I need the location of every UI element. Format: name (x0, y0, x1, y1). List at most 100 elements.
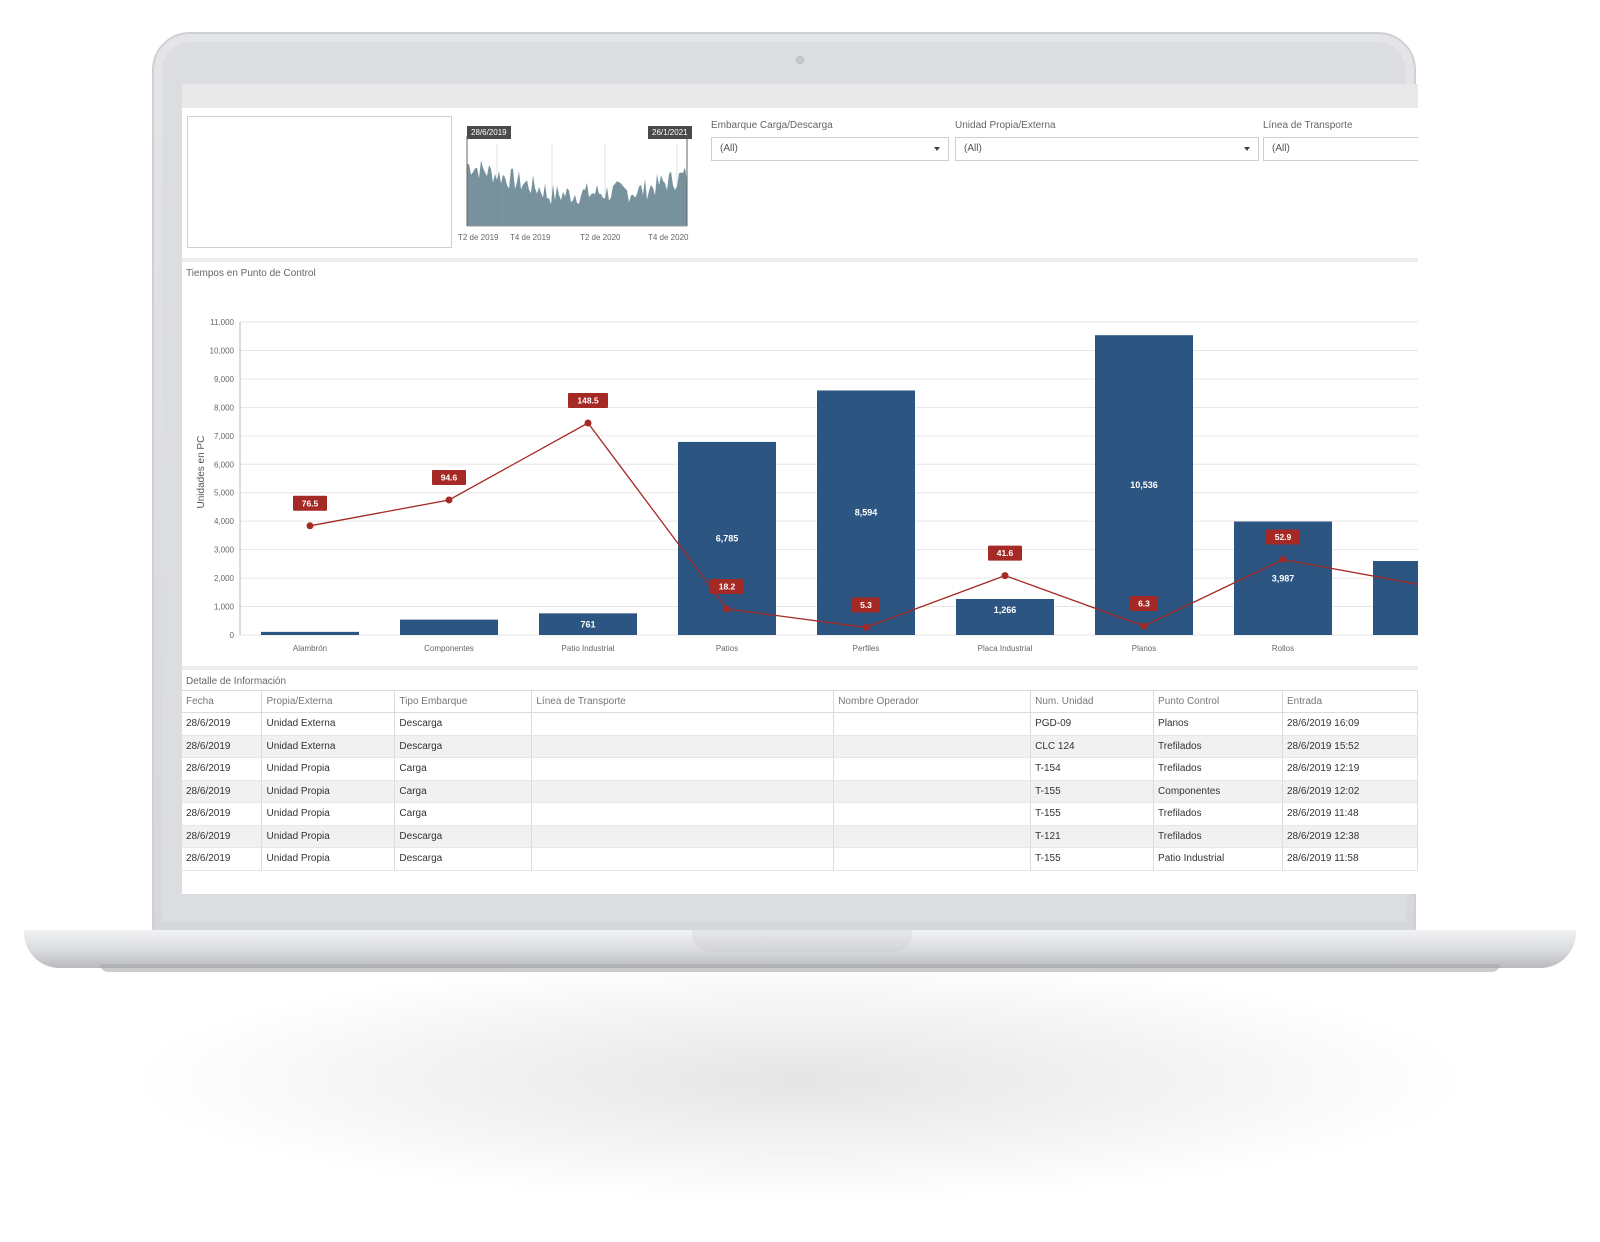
table-cell: T-155 (1030, 802, 1155, 826)
table-cell: Carga (394, 780, 533, 803)
column-header[interactable]: Línea de Transporte (531, 690, 835, 713)
date-range-timeline[interactable]: T2 de 2019 T4 de 2019 T2 de 2020 T4 de 2020… (452, 114, 702, 254)
x-tick-label: Rollos (1272, 644, 1294, 653)
y-tick-label: 0 (230, 631, 235, 640)
column-header[interactable]: Fecha (182, 690, 263, 713)
table-row[interactable]: 28/6/2019 Unidad Externa Descarga CLC 124 Tr… (182, 735, 1418, 758)
table-cell: 28/6/2019 (182, 735, 263, 758)
laptop-base-edge (100, 964, 1500, 972)
table-cell: Unidad Propia (261, 847, 396, 871)
table-cell: 28/6/2019 (182, 712, 263, 736)
table-cell: 28/6/2019 15:52 (1282, 735, 1418, 758)
line-point (723, 605, 731, 613)
filter-unidad-label: Unidad Propia/Externa (955, 120, 1056, 131)
bar-perfiles (817, 390, 915, 635)
filter-linea-select[interactable]: (All) (1263, 137, 1418, 161)
table-row[interactable]: 28/6/2019 Unidad Propia Carga T-154 Trefilad… (182, 757, 1418, 781)
table-cell (833, 757, 1032, 781)
line-data-label: 94.6 (441, 472, 458, 482)
table-cell: Descarga (394, 712, 533, 736)
table-cell: Unidad Propia (261, 802, 396, 826)
table-row[interactable]: 28/6/2019 Unidad Propia Carga T-155 Componen… (182, 780, 1418, 803)
column-header[interactable]: Nombre Operador (833, 690, 1032, 713)
line-label-box (1266, 529, 1300, 545)
table-cell: 28/6/2019 (182, 847, 263, 871)
date-start-badge[interactable]: 28/6/2019 (467, 126, 511, 139)
table-cell (531, 735, 835, 758)
bar-alambrón (261, 631, 359, 635)
y-tick-label: 11,000 (210, 318, 234, 327)
bar-planos (1095, 335, 1193, 635)
table-cell: Descarga (394, 735, 533, 758)
table-cell: T-154 (1030, 757, 1155, 781)
table-cell: 28/6/2019 11:58 (1282, 847, 1418, 871)
bar-placa-industrial (956, 598, 1054, 635)
line-point (1140, 622, 1148, 630)
column-header[interactable]: Punto Control (1153, 690, 1283, 713)
y-tick-label: 8,000 (214, 403, 235, 412)
column-header[interactable]: Entrada (1282, 690, 1418, 713)
table-panel: Detalle de Información Fecha Propia/Exter… (182, 670, 1418, 894)
table-cell: PGD-09 (1030, 712, 1155, 736)
table-cell: Unidad Externa (261, 735, 396, 758)
table-row[interactable]: 28/6/2019 Unidad Propia Descarga T-155 Patio… (182, 847, 1418, 871)
x-tick-label: Perfiles (853, 644, 880, 653)
laptop-opening-notch (692, 930, 912, 952)
table-cell: 28/6/2019 (182, 802, 263, 826)
chart-panel-title: Tiempos en Punto de Control (186, 268, 316, 279)
filter-linea-label: Línea de Transporte (1263, 120, 1353, 131)
table-cell (833, 802, 1032, 826)
table-cell: Carga (394, 757, 533, 781)
table-cell (531, 780, 835, 803)
table-cell: Descarga (394, 825, 533, 848)
line-label-box (852, 597, 880, 613)
x-tick-label: Componentes (424, 644, 474, 653)
table-row[interactable]: 28/6/2019 Unidad Propia Carga T-155 Trefilad… (182, 802, 1418, 826)
table-cell: 28/6/2019 16:09 (1282, 712, 1418, 736)
table-row[interactable]: 28/6/2019 Unidad Externa Descarga PGD-09 Pla… (182, 712, 1418, 736)
chevron-down-icon (934, 147, 940, 151)
y-tick-label: 9,000 (214, 375, 235, 384)
y-tick-label: 7,000 (214, 432, 235, 441)
table-cell: Trefilados (1153, 757, 1283, 781)
table-cell: Unidad Externa (261, 712, 396, 736)
filter-embarque: Embarque Carga/Descarga (All) (711, 120, 949, 161)
line-point (584, 419, 592, 427)
bar-data-label: 10,536 (1130, 480, 1158, 490)
table-cell: 28/6/2019 (182, 757, 263, 781)
timeline-tick-label: T2 de 2019 (458, 233, 499, 242)
x-tick-label: Patio Industrial (562, 644, 615, 653)
y-tick-label: 1,000 (214, 603, 235, 612)
timeline-area (467, 160, 687, 226)
bar-data-label: 8,594 (855, 508, 878, 518)
date-end-badge[interactable]: 26/1/2021 (648, 126, 692, 139)
table-cell: T-155 (1030, 847, 1155, 871)
table-cell: 28/6/2019 11:48 (1282, 802, 1418, 826)
y-tick-label: 6,000 (214, 460, 235, 469)
table-cell: CLC 124 (1030, 735, 1155, 758)
table-cell (833, 825, 1032, 848)
detail-table: Fecha Propia/Externa Tipo Embarque Línea de… (182, 690, 1418, 871)
bar-data-label: 3,987 (1272, 573, 1295, 583)
bar-componentes (400, 619, 498, 635)
column-header[interactable]: Num. Unidad (1030, 690, 1155, 713)
filter-unidad-select[interactable]: (All) (955, 137, 1259, 161)
filter-embarque-select[interactable]: (All) (711, 137, 949, 161)
column-header[interactable]: Propia/Externa (261, 690, 396, 713)
floor-shadow (140, 960, 1460, 1200)
line-data-label: 5.3 (860, 600, 872, 610)
table-cell (833, 735, 1032, 758)
column-header[interactable]: Tipo Embarque (394, 690, 533, 713)
line-label-box (710, 579, 744, 595)
combo-chart: Unidades en PC 0 1,000 2,000 3,000 4,000 5,000… (196, 318, 1418, 653)
table-row[interactable]: 28/6/2019 Unidad Propia Descarga T-121 Trefi… (182, 825, 1418, 848)
table-panel-title: Detalle de Información (186, 676, 287, 687)
line-point (862, 623, 870, 631)
bar-data-label: 6,785 (716, 533, 739, 543)
line-point (445, 496, 453, 504)
table-cell (833, 780, 1032, 803)
timeline-tick-label: T4 de 2020 (648, 233, 689, 242)
table-cell (531, 802, 835, 826)
line-data-label: 41.6 (997, 548, 1014, 558)
filter-unidad: Unidad Propia/Externa (All) (955, 120, 1259, 161)
